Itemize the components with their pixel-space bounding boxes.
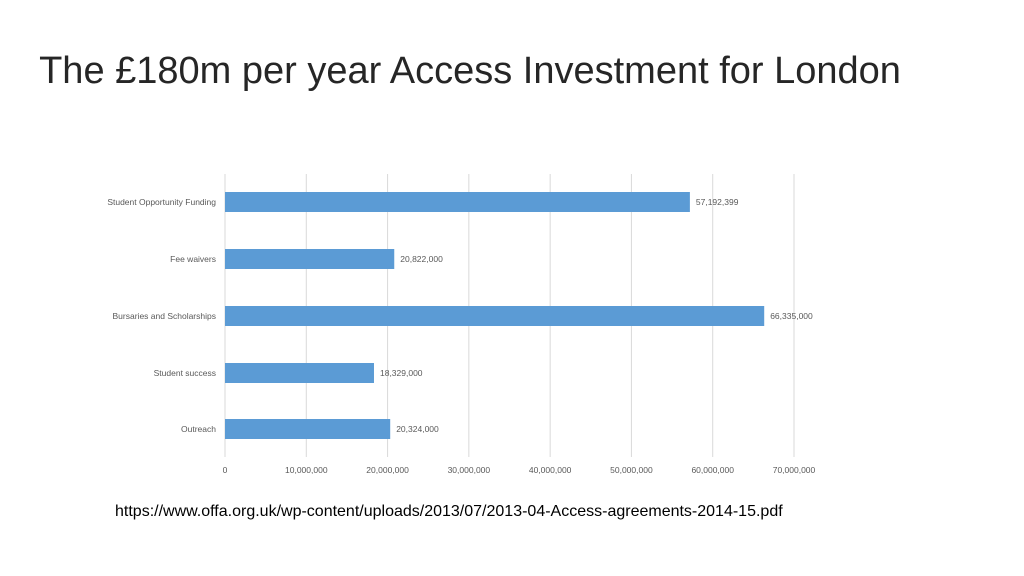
- bar: [225, 363, 374, 383]
- data-label: 18,329,000: [380, 368, 423, 378]
- category-label: Student success: [154, 368, 216, 378]
- x-tick-label: 30,000,000: [448, 465, 491, 475]
- category-label: Outreach: [181, 424, 216, 434]
- data-label: 66,335,000: [770, 311, 813, 321]
- bar: [225, 192, 690, 212]
- category-label: Student Opportunity Funding: [107, 197, 216, 207]
- x-tick-labels: 0 10,000,000 20,000,000 30,000,000 40,000,00…: [223, 465, 816, 475]
- bar: [225, 419, 391, 439]
- bar: [225, 249, 395, 269]
- source-link[interactable]: https://www.offa.org.uk/wp-content/uploa…: [115, 503, 783, 520]
- x-tick-label: 50,000,000: [610, 465, 653, 475]
- category-label: Bursaries and Scholarships: [113, 311, 216, 321]
- x-tick-label: 10,000,000: [285, 465, 328, 475]
- x-tick-label: 40,000,000: [529, 465, 572, 475]
- bars: [225, 192, 765, 439]
- category-labels: Student Opportunity Funding Fee waivers Bu…: [107, 197, 216, 434]
- category-label: Fee waivers: [170, 254, 216, 264]
- data-label: 20,324,000: [396, 424, 439, 434]
- x-tick-label: 0: [223, 465, 228, 475]
- x-tick-label: 70,000,000: [773, 465, 816, 475]
- data-label: 57,192,399: [696, 197, 739, 207]
- data-label: 20,822,000: [400, 254, 443, 264]
- data-labels: 57,192,399 20,822,000 66,335,000 18,329,000…: [380, 197, 813, 434]
- x-tick-label: 60,000,000: [691, 465, 734, 475]
- x-tick-label: 20,000,000: [366, 465, 409, 475]
- slide-title: The £180m per year Access Investment for…: [39, 50, 901, 92]
- bar: [225, 306, 765, 326]
